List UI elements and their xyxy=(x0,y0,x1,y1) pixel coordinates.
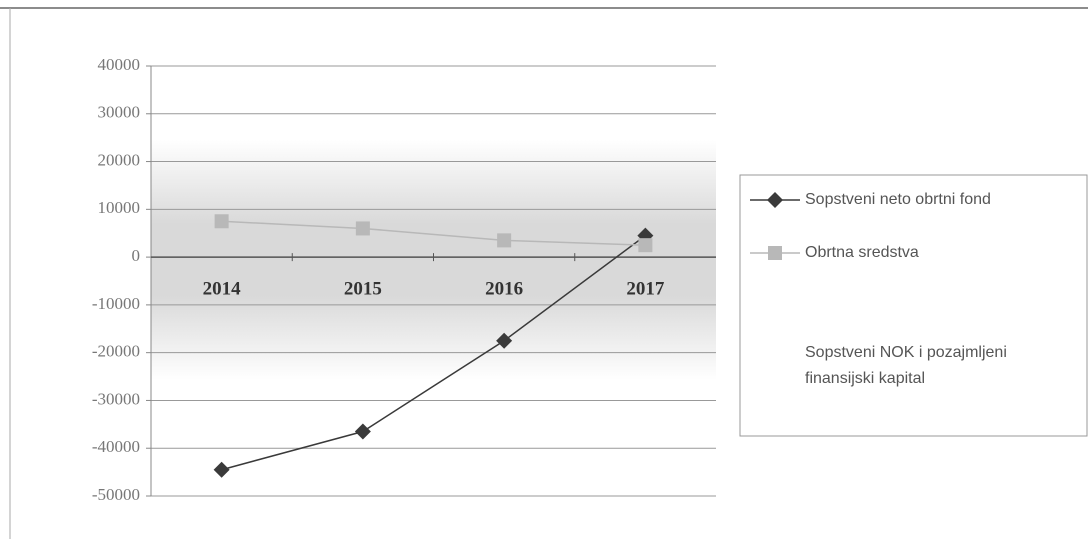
data-point xyxy=(354,423,371,440)
data-point xyxy=(497,233,512,248)
y-tick-label: 40000 xyxy=(98,55,141,74)
y-tick-label: 20000 xyxy=(98,150,141,169)
y-tick-label: 0 xyxy=(132,246,141,265)
x-tick-label: 2016 xyxy=(485,278,523,299)
x-tick-label: 2015 xyxy=(344,278,382,299)
y-tick-label: -20000 xyxy=(92,342,140,361)
series-line xyxy=(221,235,646,471)
data-point xyxy=(214,214,229,229)
y-tick-label: 10000 xyxy=(98,198,141,217)
y-tick-label: -10000 xyxy=(92,294,140,313)
y-tick-label: -40000 xyxy=(92,437,140,456)
legend-label: Sopstveni NOK i pozajmljeni finansijski … xyxy=(805,344,1007,387)
data-point xyxy=(213,461,230,478)
y-tick-label: -30000 xyxy=(92,389,140,408)
legend-marker xyxy=(768,246,782,260)
x-tick-label: 2014 xyxy=(203,278,242,299)
legend-marker xyxy=(767,192,783,208)
data-point xyxy=(355,221,370,236)
legend-box xyxy=(739,174,1088,437)
y-tick-label: 30000 xyxy=(98,103,141,122)
legend-label: Obrtna sredstva xyxy=(805,244,919,261)
legend-label: Sopstveni neto obrtni fond xyxy=(805,191,991,208)
data-point xyxy=(496,332,513,349)
data-point xyxy=(638,238,653,253)
series-line xyxy=(221,220,646,246)
y-tick-label: -50000 xyxy=(92,485,140,504)
legend-label-box: Sopstveni NOK i pozajmljeni finansijski … xyxy=(805,344,1007,387)
x-tick-label: 2017 xyxy=(626,278,665,299)
